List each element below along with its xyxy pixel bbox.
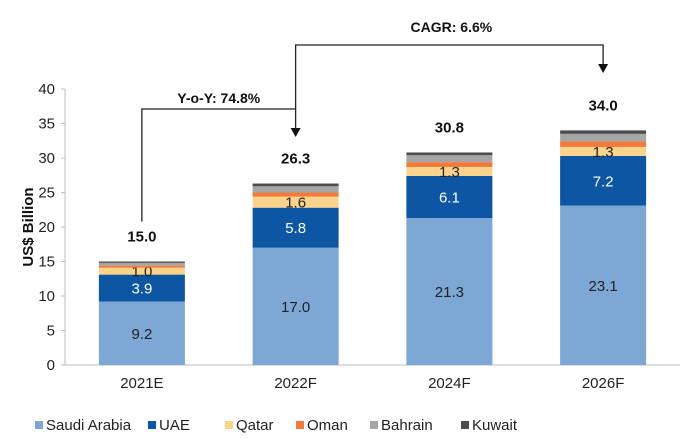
legend-label: Saudi Arabia: [46, 417, 132, 434]
y-tick-label: 20: [38, 219, 55, 236]
cagr-arrowhead: [598, 64, 609, 73]
y-tick-label: 5: [47, 323, 55, 340]
y-tick-label: 10: [38, 288, 55, 305]
bar-segment-oman: [406, 162, 493, 167]
legend-label: UAE: [159, 417, 190, 434]
bar-segment-qatar: [98, 267, 185, 275]
bar-segment-kuwait: [406, 152, 493, 156]
bar-segment-oman: [560, 141, 647, 147]
x-tick-label: 2022F: [274, 375, 317, 392]
segment-value-label: 1.3: [439, 164, 460, 181]
bar-segment-uae: [252, 207, 339, 248]
bar-segment-kuwait: [252, 183, 339, 187]
y-tick-label: 25: [38, 185, 55, 202]
legend-swatch: [35, 421, 43, 429]
bar-segment-bahrain: [98, 262, 185, 266]
bar-segment-uae: [560, 155, 647, 206]
bars: 9.2 3.91.0 15.0 2021E 17.0 5.8 1.6 26.3 2022F 21.…: [98, 97, 647, 392]
segment-value-label: 7.2: [593, 173, 614, 190]
segment-value-label: 1.6: [285, 195, 306, 212]
bar-segment-saudi-arabia: [560, 205, 647, 365]
legend-item: Kuwait: [461, 417, 518, 434]
segment-value-label: 23.1: [589, 278, 618, 295]
legend-item: UAE: [148, 417, 190, 434]
x-tick-label: 2024F: [428, 375, 471, 392]
bar-segment-uae: [406, 175, 493, 219]
bar-segment-uae: [98, 274, 185, 302]
y-tick-label: 40: [38, 81, 55, 98]
bar-segment-oman: [98, 265, 185, 268]
yoy-arrowhead: [290, 128, 301, 137]
legend-swatch: [296, 421, 304, 429]
total-value-label: 30.8: [435, 119, 464, 136]
bar-segment-saudi-arabia: [98, 301, 185, 365]
legend-item: Bahrain: [370, 417, 433, 434]
bar-segment-saudi-arabia: [252, 247, 339, 365]
x-tick-label: 2021E: [120, 375, 163, 392]
y-tick-label: 30: [38, 150, 55, 167]
bar-segment-kuwait: [98, 261, 185, 263]
cagr-annotation-label: CAGR: 6.6%: [411, 19, 493, 35]
legend: Saudi Arabia UAE Qatar Oman Bahrain Kuwait: [35, 417, 518, 434]
cagr-bracket-line: [294, 44, 604, 109]
legend-swatch: [225, 421, 233, 429]
bar-segment-qatar: [560, 146, 647, 156]
y-tick-label: 35: [38, 116, 55, 133]
bar-segment-kuwait: [560, 130, 647, 134]
y-tick-label: 15: [38, 254, 55, 271]
yoy-annotation-label: Y-o-Y: 74.8%: [177, 90, 261, 106]
segment-value-label: 9.2: [131, 326, 152, 343]
x-tick-label: 2026F: [582, 375, 625, 392]
legend-item: Oman: [296, 417, 348, 434]
yoy-bracket-line: [141, 108, 297, 222]
bar-segment-qatar: [252, 196, 339, 208]
legend-label: Oman: [307, 417, 348, 434]
segment-value-label: 1.3: [593, 144, 614, 161]
segment-value-label: 3.9: [131, 281, 152, 298]
total-value-label: 15.0: [127, 229, 156, 246]
segment-value-label: 17.0: [281, 299, 310, 316]
y-tick-label: 0: [47, 357, 55, 374]
y-axis-label: US$ Billion: [20, 187, 37, 266]
bar-segment-saudi-arabia: [406, 218, 493, 365]
total-value-label: 34.0: [589, 97, 618, 114]
bar-segment-qatar: [406, 166, 493, 176]
legend-item: Qatar: [225, 417, 274, 434]
segment-value-label: 21.3: [435, 284, 464, 301]
segment-value-label: 6.1: [439, 189, 460, 206]
bar-segment-bahrain: [560, 133, 647, 142]
legend-label: Bahrain: [381, 417, 433, 434]
segment-value-label: 1.0: [131, 264, 152, 281]
legend-item: Saudi Arabia: [35, 417, 132, 434]
legend-label: Kuwait: [472, 417, 518, 434]
segment-value-label: 5.8: [285, 220, 306, 237]
bar-segment-oman: [252, 192, 339, 197]
legend-swatch: [370, 421, 378, 429]
legend-label: Qatar: [236, 417, 274, 434]
legend-swatch: [461, 421, 469, 429]
annotations: Y-o-Y: 74.8% CAGR: 6.6%: [141, 19, 609, 222]
bar-segment-bahrain: [406, 155, 493, 163]
bar-segment-bahrain: [252, 186, 339, 193]
total-value-label: 26.3: [281, 151, 310, 168]
legend-swatch: [148, 421, 156, 429]
